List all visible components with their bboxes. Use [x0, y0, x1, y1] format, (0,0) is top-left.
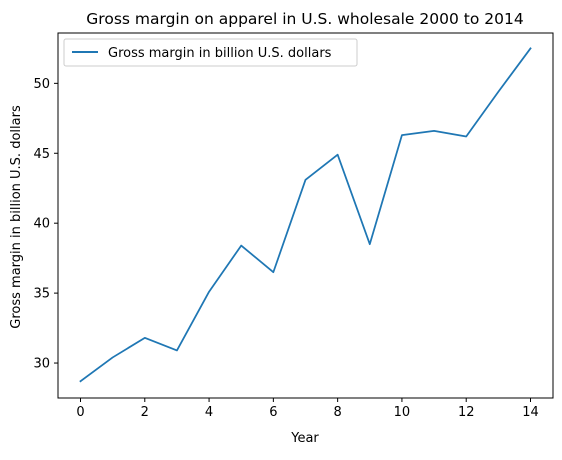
- y-tick-label: 50: [33, 77, 50, 92]
- y-tick-label: 40: [33, 217, 50, 232]
- y-tick-label: 30: [33, 357, 50, 372]
- x-tick-label: 4: [205, 405, 213, 420]
- x-tick-label: 2: [141, 405, 149, 420]
- x-tick-label: 10: [394, 405, 411, 420]
- y-tick-label: 35: [33, 287, 50, 302]
- series-line-0: [79, 47, 532, 383]
- x-tick-label: 8: [334, 405, 342, 420]
- plot-frame: [57, 32, 554, 399]
- y-tick-label: 45: [33, 147, 50, 162]
- x-tick-label: 0: [76, 405, 84, 420]
- x-tick-label: 12: [458, 405, 475, 420]
- legend-label: Gross margin in billion U.S. dollars: [108, 46, 332, 61]
- x-tick-label: 6: [269, 405, 277, 420]
- legend-box: [63, 38, 358, 67]
- plot-area: 0 2 4 6 8 10 12 14 30 35 40 45 50: [33, 32, 554, 420]
- legend: Gross margin in billion U.S. dollars: [63, 38, 358, 67]
- chart-title: Gross margin on apparel in U.S. wholesal…: [86, 10, 523, 28]
- y-axis-label: Gross margin in billion U.S. dollars: [9, 105, 24, 329]
- x-axis-label: Year: [290, 431, 319, 446]
- x-tick-label: 14: [522, 405, 539, 420]
